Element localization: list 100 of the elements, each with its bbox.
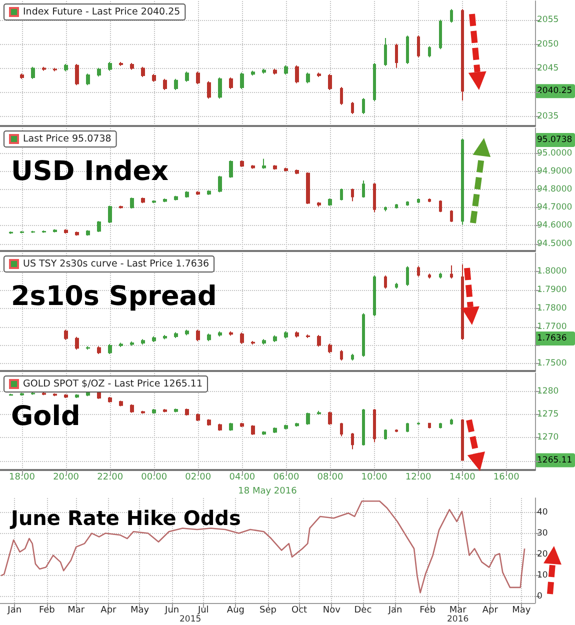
candlestick: [351, 101, 354, 114]
candlestick: [20, 73, 24, 80]
candlestick: [295, 330, 299, 338]
x-tick-label: 06:00: [273, 472, 300, 482]
candlestick: [75, 231, 79, 236]
candlestick: [141, 66, 145, 78]
candlestick: [306, 412, 310, 426]
candlestick: [53, 67, 57, 72]
x-tick-label: 08:00: [317, 472, 344, 482]
candlestick: [229, 76, 233, 90]
candlestick: [450, 210, 453, 223]
candlestick: [97, 67, 101, 77]
candlestick: [362, 312, 365, 358]
candlestick: [351, 188, 354, 202]
candlestick: [284, 167, 288, 172]
y-tick-label: 1.7500: [537, 358, 567, 369]
legend-label: US TSY 2s30s curve - Last Price 1.7636: [23, 258, 210, 270]
candlestick: [108, 344, 112, 355]
candlestick: [439, 200, 442, 213]
legend-label: Index Future - Last Price 2040.25: [23, 6, 180, 18]
candlestick: [86, 73, 90, 86]
x-tick-label: Jan: [6, 606, 22, 616]
candlestick: [340, 422, 343, 437]
candlestick: [9, 230, 13, 234]
candlestick: [384, 428, 387, 440]
x-tick-label: Jan: [387, 606, 402, 616]
candlestick: [273, 334, 277, 343]
candlestick: [262, 68, 266, 74]
y-tick-label: 10: [537, 570, 548, 581]
candlestick: [207, 80, 211, 100]
candlestick: [428, 46, 431, 58]
text: 1.7636: [537, 334, 567, 344]
y-tick-label: 1280: [537, 386, 559, 396]
candlestick: [417, 266, 420, 278]
x-tick-label: 22:00: [97, 472, 124, 482]
candlestick: [42, 230, 46, 234]
y-tick-label: 1270: [537, 432, 559, 443]
candlestick: [229, 422, 233, 432]
candlestick: [251, 164, 255, 170]
x-tick-label: 02:00: [185, 472, 212, 482]
x-tick-label: Apr: [482, 606, 498, 616]
candlestick: [406, 35, 409, 64]
text: 1265.11: [537, 455, 572, 466]
x-tick-label: Nov: [322, 606, 342, 616]
x-tick-label: Mar: [449, 606, 467, 616]
candlestick: [163, 334, 167, 340]
y-tick-label: 2035: [537, 111, 559, 122]
x-tick-label: May: [512, 606, 532, 616]
candlestick: [273, 427, 277, 434]
candlestick: [417, 198, 420, 204]
x-tick-label: Feb: [420, 606, 436, 616]
candlestick: [340, 350, 343, 361]
candlestick: [64, 63, 68, 72]
candlestick: [218, 330, 222, 338]
x-tick-label: Oct: [292, 606, 308, 616]
candlestick: [251, 340, 255, 345]
candlestick: [295, 64, 299, 84]
candlestick: [428, 273, 431, 279]
candlestick: [152, 336, 156, 343]
y-tick-label: 94.7000: [537, 202, 572, 213]
candlestick: [174, 78, 178, 90]
candlestick: [295, 422, 299, 428]
x-tick-label: Dec: [354, 606, 372, 616]
text: 2040.25: [537, 86, 572, 96]
candlestick: [141, 410, 145, 414]
candlestick: [295, 169, 299, 175]
candlestick: [328, 343, 332, 354]
candlestick: [428, 422, 431, 429]
candlestick: [42, 66, 46, 72]
candlestick: [119, 342, 123, 348]
candlestick: [64, 329, 68, 340]
candlestick: [152, 408, 156, 414]
x-axis-title: 18 May 2016: [238, 486, 298, 496]
candlestick: [262, 158, 266, 170]
y-tick-label: 2045: [537, 63, 559, 74]
candlestick: [450, 264, 453, 279]
candlestick: [251, 424, 255, 436]
candlestick: [108, 396, 112, 404]
candlestick: [384, 274, 387, 290]
y-tick-label: 1.7700: [537, 322, 567, 332]
candlestick: [119, 62, 123, 66]
y-tick-label: 94.9000: [537, 166, 572, 176]
candlestick: [207, 418, 211, 426]
candlestick: [185, 408, 189, 416]
candlestick: [152, 74, 156, 82]
candlestick: [439, 19, 442, 50]
candlestick: [362, 180, 365, 198]
x-tick-label: May: [130, 606, 150, 616]
candlestick: [439, 422, 442, 429]
candlestick: [395, 428, 398, 433]
y-tick-label: 94.8000: [537, 184, 572, 194]
text: June Rate Hike Odds: [9, 506, 241, 530]
candlestick: [185, 190, 189, 198]
candlestick: [317, 202, 321, 208]
candlestick: [284, 64, 288, 76]
candlestick: [351, 432, 354, 450]
x-tick-label: 16:00: [493, 472, 520, 482]
candlestick: [53, 228, 57, 233]
x-tick-label: Feb: [38, 606, 56, 616]
candlestick: [75, 63, 79, 86]
